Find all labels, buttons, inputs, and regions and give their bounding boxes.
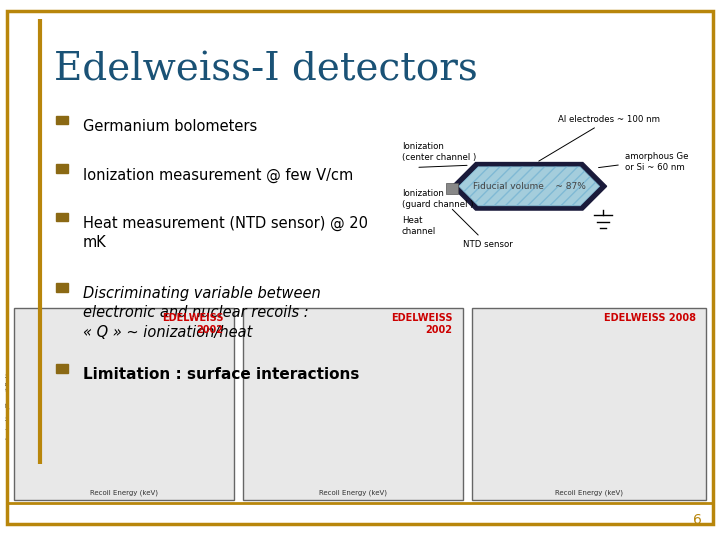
- Text: Discriminating variable between
electronic and nuclear recoils :
« Q » ~ ionizat: Discriminating variable between electron…: [83, 286, 320, 340]
- Text: Al electrodes ~ 100 nm: Al electrodes ~ 100 nm: [539, 114, 660, 161]
- Text: 6: 6: [693, 512, 702, 526]
- Text: Heat
channel: Heat channel: [402, 216, 436, 236]
- Text: NTD sensor: NTD sensor: [452, 210, 513, 249]
- Text: Recoil Energy (keV): Recoil Energy (keV): [319, 490, 387, 496]
- Bar: [56, 213, 68, 221]
- Text: Recoil Energy (keV): Recoil Energy (keV): [90, 490, 158, 496]
- Text: Fiducial volume    ~ 87%: Fiducial volume ~ 87%: [473, 182, 585, 191]
- Text: EDELWEISS 2008: EDELWEISS 2008: [603, 313, 696, 323]
- Text: EDELWEISS
2002: EDELWEISS 2002: [391, 313, 452, 335]
- Polygon shape: [452, 163, 606, 210]
- Polygon shape: [459, 167, 600, 206]
- FancyBboxPatch shape: [472, 308, 706, 500]
- Text: Edelweiss-I detectors: Edelweiss-I detectors: [54, 51, 478, 89]
- Text: Germanium bolometers: Germanium bolometers: [83, 119, 257, 134]
- Bar: [56, 164, 68, 173]
- Text: Heat measurement (NTD sensor) @ 20
mK: Heat measurement (NTD sensor) @ 20 mK: [83, 216, 368, 251]
- FancyBboxPatch shape: [243, 308, 463, 500]
- Text: Ionization
(center channel ): Ionization (center channel ): [402, 142, 476, 162]
- Bar: [56, 283, 68, 292]
- Text: EDELWEISS
2002: EDELWEISS 2002: [162, 313, 223, 335]
- Bar: [56, 364, 68, 373]
- Text: Ionization measurement @ few V/cm: Ionization measurement @ few V/cm: [83, 167, 353, 183]
- Text: amorphous Ge
or Si ~ 60 nm: amorphous Ge or Si ~ 60 nm: [625, 152, 688, 172]
- Bar: [56, 116, 68, 124]
- FancyBboxPatch shape: [14, 308, 234, 500]
- Text: Recoil Energy (keV): Recoil Energy (keV): [555, 490, 624, 496]
- Text: Ionisation/Recoil Ratio: Ionisation/Recoil Ratio: [6, 369, 11, 438]
- Text: Ionization
(guard channel ): Ionization (guard channel ): [402, 189, 473, 209]
- Text: Limitation : surface interactions: Limitation : surface interactions: [83, 367, 359, 382]
- Bar: [446, 183, 458, 194]
